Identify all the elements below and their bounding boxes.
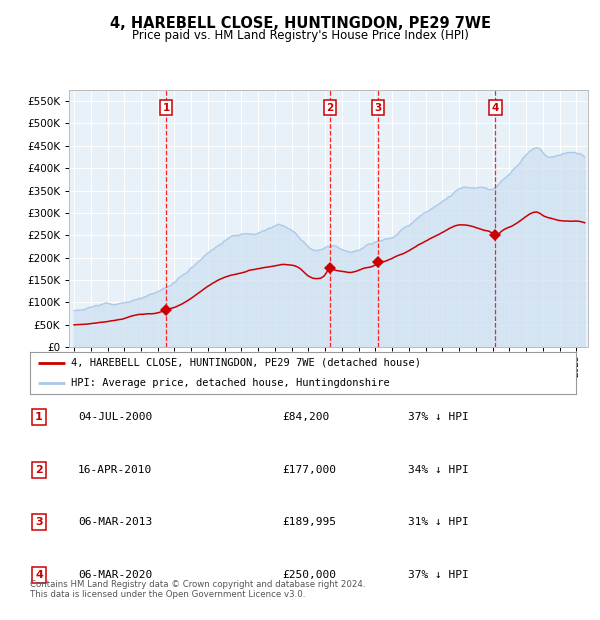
Text: 34% ↓ HPI: 34% ↓ HPI [408,464,469,475]
Text: £189,995: £189,995 [282,517,336,528]
Text: £177,000: £177,000 [282,464,336,475]
Text: 04-JUL-2000: 04-JUL-2000 [78,412,152,422]
Text: 37% ↓ HPI: 37% ↓ HPI [408,570,469,580]
Text: 4: 4 [35,570,43,580]
Text: HPI: Average price, detached house, Huntingdonshire: HPI: Average price, detached house, Hunt… [71,378,390,388]
Text: 1: 1 [35,412,43,422]
Text: 31% ↓ HPI: 31% ↓ HPI [408,517,469,528]
Text: £84,200: £84,200 [282,412,329,422]
Text: 2: 2 [326,103,334,113]
Text: 3: 3 [374,103,382,113]
Text: £250,000: £250,000 [282,570,336,580]
Text: 06-MAR-2020: 06-MAR-2020 [78,570,152,580]
Text: 4: 4 [492,103,499,113]
Text: Price paid vs. HM Land Registry's House Price Index (HPI): Price paid vs. HM Land Registry's House … [131,29,469,42]
Text: 1: 1 [163,103,170,113]
Text: 4, HAREBELL CLOSE, HUNTINGDON, PE29 7WE (detached house): 4, HAREBELL CLOSE, HUNTINGDON, PE29 7WE … [71,358,421,368]
Text: 2: 2 [35,464,43,475]
Text: 4, HAREBELL CLOSE, HUNTINGDON, PE29 7WE: 4, HAREBELL CLOSE, HUNTINGDON, PE29 7WE [110,16,491,30]
Text: 3: 3 [35,517,43,528]
Text: Contains HM Land Registry data © Crown copyright and database right 2024.
This d: Contains HM Land Registry data © Crown c… [30,580,365,599]
Text: 16-APR-2010: 16-APR-2010 [78,464,152,475]
Text: 06-MAR-2013: 06-MAR-2013 [78,517,152,528]
Text: 37% ↓ HPI: 37% ↓ HPI [408,412,469,422]
